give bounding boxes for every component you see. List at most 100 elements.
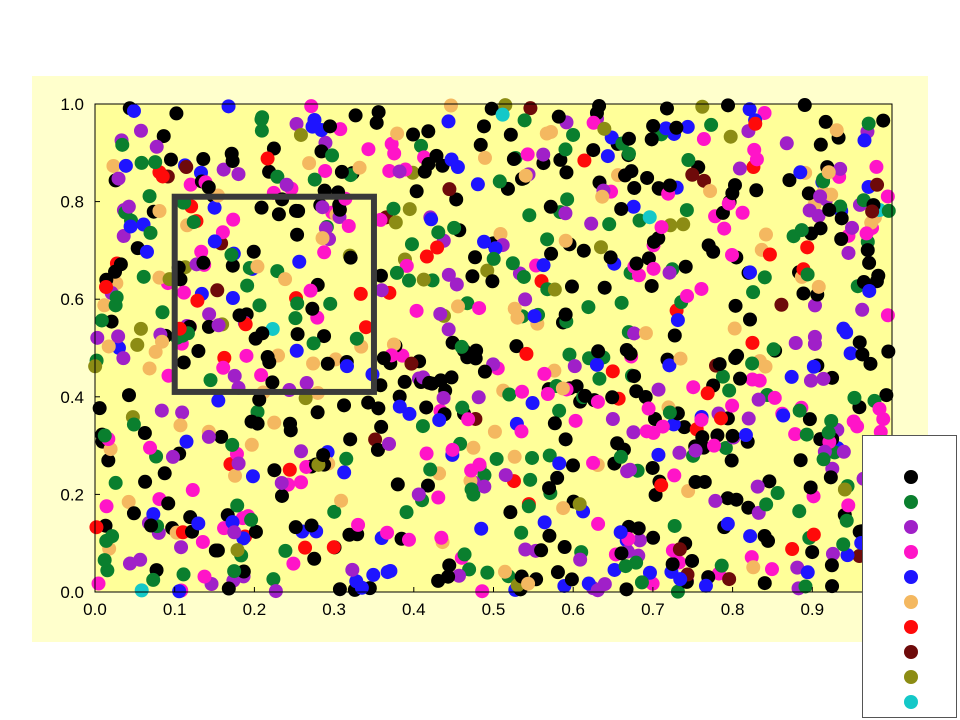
scatter-point xyxy=(185,483,200,498)
scatter-point xyxy=(811,279,826,294)
scatter-point xyxy=(627,369,642,384)
scatter-point xyxy=(431,225,446,240)
scatter-point xyxy=(449,192,464,207)
scatter-point xyxy=(646,261,661,276)
scatter-point xyxy=(224,247,239,262)
scatter-point xyxy=(121,199,136,214)
scatter-point xyxy=(441,267,456,282)
scatter-point xyxy=(146,507,161,522)
scatter-point xyxy=(371,401,386,416)
scatter-points xyxy=(88,98,899,599)
scatter-point xyxy=(586,115,601,130)
scatter-point xyxy=(586,143,601,158)
scatter-point xyxy=(746,285,761,300)
scatter-point xyxy=(644,132,659,147)
scatter-point xyxy=(480,565,495,580)
scatter-point xyxy=(813,221,828,236)
x-tick-label: 0.7 xyxy=(641,600,665,619)
scatter-point xyxy=(282,462,297,477)
scatter-point xyxy=(685,167,700,182)
scatter-point xyxy=(461,412,476,427)
scatter-point xyxy=(551,109,566,124)
scatter-point xyxy=(846,414,861,429)
scatter-point xyxy=(190,293,205,308)
scatter-point xyxy=(126,103,141,118)
scatter-point xyxy=(152,204,167,219)
scatter-point xyxy=(676,217,691,232)
scatter-point xyxy=(836,321,851,336)
scatter-point xyxy=(725,428,740,443)
scatter-point xyxy=(431,573,446,588)
scatter-point xyxy=(240,278,255,293)
y-tick-label: 1.0 xyxy=(60,95,84,114)
scatter-point xyxy=(552,456,567,471)
scatter-point xyxy=(642,210,657,225)
scatter-point xyxy=(274,488,289,503)
scatter-point xyxy=(470,177,485,192)
scatter-point xyxy=(550,470,565,485)
scatter-point xyxy=(175,405,190,420)
scatter-point xyxy=(390,477,405,492)
scatter-point xyxy=(429,148,444,163)
scatter-point xyxy=(793,453,808,468)
scatter-point xyxy=(881,344,896,359)
scatter-point xyxy=(434,530,449,545)
scatter-point xyxy=(283,423,298,438)
scatter-point xyxy=(565,458,580,473)
scatter-point xyxy=(442,558,457,573)
scatter-point xyxy=(821,425,836,440)
scatter-point xyxy=(244,512,259,527)
scatter-point xyxy=(806,359,821,374)
scatter-point xyxy=(869,159,884,174)
scatter-point xyxy=(118,158,133,173)
scatter-point xyxy=(715,369,730,384)
x-tick-label: 0.4 xyxy=(402,600,426,619)
scatter-point xyxy=(678,259,693,274)
scatter-point xyxy=(165,449,180,464)
scatter-point xyxy=(788,336,803,351)
scatter-point xyxy=(371,105,386,120)
scatter-point xyxy=(618,168,633,183)
scatter-point xyxy=(373,268,388,283)
scatter-point xyxy=(646,234,661,249)
scatter-point xyxy=(627,180,642,195)
scatter-point xyxy=(542,481,557,496)
scatter-point xyxy=(742,102,757,117)
scatter-point xyxy=(495,107,510,122)
scatter-point xyxy=(245,469,260,484)
scatter-point xyxy=(268,584,283,599)
scatter-point xyxy=(216,162,231,177)
scatter-point xyxy=(267,415,282,430)
scatter-point xyxy=(593,240,608,255)
scatter-point xyxy=(139,244,154,259)
scatter-point xyxy=(493,226,508,241)
scatter-point xyxy=(382,163,397,178)
scatter-point xyxy=(254,123,269,138)
scatter-point xyxy=(306,356,321,371)
scatter-point xyxy=(834,211,849,226)
scatter-point xyxy=(824,414,839,429)
scatter-point xyxy=(717,221,732,236)
legend-marker xyxy=(904,595,918,609)
scatter-point xyxy=(800,240,815,255)
scatter-point xyxy=(424,212,439,227)
scatter-point xyxy=(144,518,159,533)
scatter-point xyxy=(841,498,856,513)
scatter-point xyxy=(106,158,121,173)
scatter-point xyxy=(562,347,577,362)
scatter-point xyxy=(399,258,414,273)
scatter-point xyxy=(727,321,742,336)
legend-marker xyxy=(904,520,918,534)
scatter-point xyxy=(163,152,178,167)
scatter-point xyxy=(113,257,128,272)
scatter-point xyxy=(176,285,191,300)
scatter-point xyxy=(805,545,820,560)
legend-marker xyxy=(904,670,918,684)
scatter-point xyxy=(343,250,358,265)
scatter-point xyxy=(654,478,669,493)
scatter-point xyxy=(231,456,246,471)
scatter-point xyxy=(722,383,737,398)
scatter-point xyxy=(361,395,376,410)
scatter-point xyxy=(614,295,629,310)
scatter-point xyxy=(468,351,483,366)
